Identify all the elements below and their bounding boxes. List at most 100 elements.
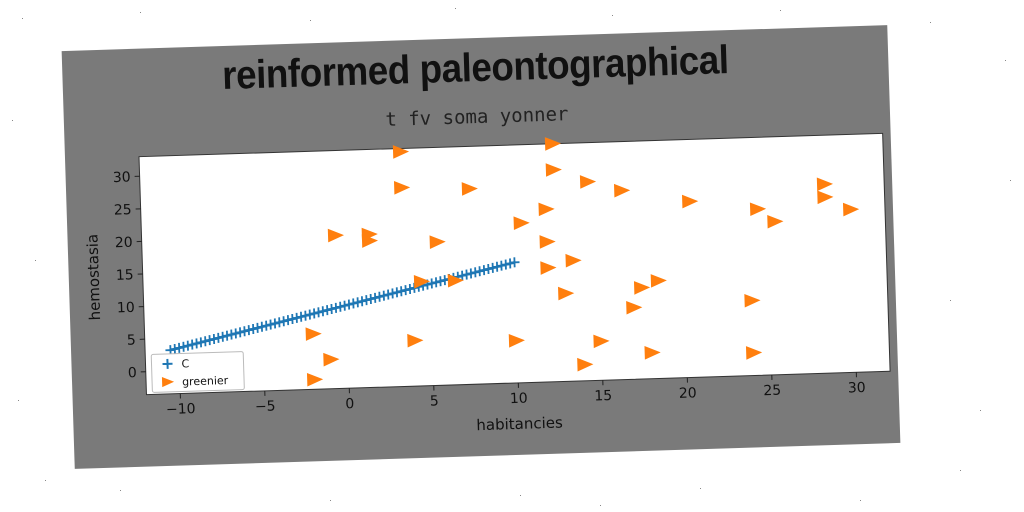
series-c-point xyxy=(461,269,472,280)
series-c-point xyxy=(330,302,341,313)
series-c-point xyxy=(243,325,254,336)
series-c-point xyxy=(326,303,337,315)
series-c-point xyxy=(426,278,437,289)
series-c-point xyxy=(391,287,402,298)
series-c-point xyxy=(457,270,468,281)
series-greenier-point xyxy=(744,293,761,308)
series-greenier-point xyxy=(650,274,667,288)
y-tick-label: 5 xyxy=(127,332,136,348)
series-greenier-point xyxy=(539,235,556,249)
series-greenier-point xyxy=(816,177,834,192)
series-c-point xyxy=(487,262,498,273)
series-c-point xyxy=(383,289,394,300)
series-c-point xyxy=(509,257,520,268)
series-c-point xyxy=(261,320,272,331)
legend-label-greenier: greenier xyxy=(182,374,229,388)
series-c-point xyxy=(404,283,416,295)
series-greenier-point xyxy=(817,190,834,205)
series-c-point xyxy=(230,328,241,339)
y-tick-label: 25 xyxy=(114,202,132,219)
series-c-point xyxy=(226,329,237,340)
series-greenier-point xyxy=(392,145,410,159)
legend-box xyxy=(150,351,245,393)
series-greenier-point xyxy=(558,286,575,301)
series-greenier-point xyxy=(593,334,610,349)
series-c-point xyxy=(505,258,516,269)
series-c-point xyxy=(322,305,333,316)
series-c-point xyxy=(208,333,220,345)
series-greenier-point xyxy=(538,202,555,217)
series-c-point xyxy=(200,336,211,347)
x-tick-label: 0 xyxy=(345,396,354,412)
series-c-point xyxy=(195,337,206,348)
series-c-point xyxy=(187,339,198,350)
legend-label-c: C xyxy=(181,357,189,370)
series-greenier xyxy=(305,137,860,387)
y-tick-label: 10 xyxy=(117,300,135,317)
series-greenier-point xyxy=(644,346,661,360)
x-tick-label: 25 xyxy=(763,383,781,400)
series-c-point xyxy=(478,265,490,276)
series-c-point xyxy=(182,340,193,351)
series-c-point xyxy=(287,313,298,325)
series-c-point xyxy=(370,292,381,303)
series-greenier-point xyxy=(305,327,322,341)
series-c-point xyxy=(500,259,511,270)
series-greenier-point xyxy=(306,372,324,387)
y-tick-label: 30 xyxy=(113,170,131,187)
series-greenier-point xyxy=(393,181,411,195)
y-axis: 0 5 10 15 20 25 30 xyxy=(113,170,146,381)
x-axis: −10 −5 0 5 10 15 20 25 30 xyxy=(166,372,866,418)
series-c-point xyxy=(474,266,485,277)
series-c-point xyxy=(343,299,355,310)
x-tick-label: −5 xyxy=(255,399,276,416)
legend-plus-icon xyxy=(162,358,173,369)
series-greenier-point xyxy=(407,333,424,348)
series-c-point xyxy=(248,323,259,335)
series-greenier-point xyxy=(540,261,557,275)
series-greenier-point xyxy=(633,281,651,295)
series-greenier-point xyxy=(429,235,446,249)
x-axis-label: habitancies xyxy=(476,414,563,435)
series-c-point xyxy=(431,277,442,288)
series-greenier-point xyxy=(613,183,631,198)
series-c-point xyxy=(256,321,267,332)
series-c-point xyxy=(309,308,320,319)
series-c-point xyxy=(339,300,350,311)
series-c-point xyxy=(496,260,507,271)
x-tick-label: 5 xyxy=(430,393,439,409)
series-greenier-point xyxy=(577,357,594,372)
legend-marker-greenier xyxy=(161,376,175,388)
series-c-point xyxy=(174,342,185,353)
series-greenier-point xyxy=(508,333,525,348)
series-greenier-point xyxy=(461,182,478,196)
series-c-point xyxy=(269,318,280,329)
plot-area: −10 −5 0 5 10 15 20 25 30 0 5 10 15 20 25 30 habitanci… xyxy=(83,132,891,435)
series-c-point xyxy=(178,341,189,352)
series-c-point xyxy=(335,301,346,312)
x-tick-label: 20 xyxy=(679,385,697,402)
series-greenier-point xyxy=(327,228,345,243)
x-tick-label: −10 xyxy=(166,401,196,418)
series-greenier-point xyxy=(626,300,643,315)
series-c-point xyxy=(348,298,359,309)
series-c-point xyxy=(265,319,276,330)
series-c-point xyxy=(296,311,307,322)
series-c-point xyxy=(352,297,363,308)
series-c-point xyxy=(274,317,285,328)
chart-figure: reinformed paleontographical t fv soma y… xyxy=(61,25,901,469)
series-greenier-point xyxy=(749,202,767,217)
y-axis-label: hemostasia xyxy=(83,234,104,321)
series-c-point xyxy=(374,291,385,302)
series-c-point xyxy=(213,332,224,343)
series-c-point xyxy=(317,306,328,317)
series-c-point xyxy=(291,312,302,323)
series-c-point xyxy=(387,288,398,299)
series-greenier-point xyxy=(745,346,763,360)
series-c-point xyxy=(365,293,376,305)
series-greenier-point xyxy=(579,175,597,189)
legend-triangle-icon xyxy=(161,376,175,388)
series-c-point xyxy=(465,268,476,279)
series-greenier-point xyxy=(682,194,699,209)
series-c-point xyxy=(235,327,246,338)
